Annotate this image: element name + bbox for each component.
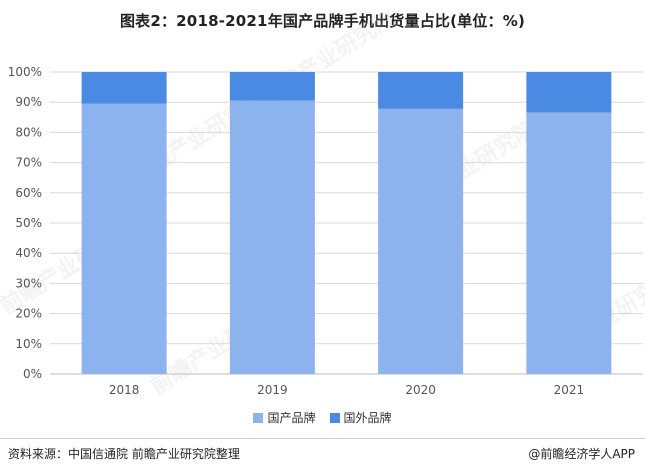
bar-segment-domestic bbox=[526, 112, 612, 374]
legend-label-domestic: 国产品牌 bbox=[267, 411, 316, 425]
source-note: 资料来源：中国信通院 前瞻产业研究院整理 bbox=[8, 447, 240, 461]
y-tick-label: 0% bbox=[23, 367, 42, 381]
legend: 国产品牌 国外品牌 bbox=[0, 409, 645, 426]
bar-segment-foreign bbox=[229, 72, 315, 101]
legend-swatch-foreign bbox=[329, 412, 340, 423]
bar-chart: 0% 10% 20% 30% 40% 50% 60% 70% 80% 90% 100% 2018 201… bbox=[8, 65, 643, 397]
x-tick-label: 2020 bbox=[405, 383, 436, 397]
y-tick-label: 40% bbox=[15, 246, 42, 260]
brand-note: @前瞻经济学人APP bbox=[528, 447, 635, 461]
bar-segment-foreign bbox=[526, 72, 612, 113]
y-tick-label: 10% bbox=[15, 337, 42, 351]
footer-divider bbox=[0, 438, 645, 439]
x-tick-label: 2018 bbox=[109, 383, 140, 397]
y-tick-label: 80% bbox=[15, 125, 42, 139]
x-tick-label: 2021 bbox=[554, 383, 585, 397]
bar-segment-foreign bbox=[378, 72, 464, 109]
y-tick-label: 90% bbox=[15, 95, 42, 109]
y-tick-label: 50% bbox=[15, 216, 42, 230]
y-tick-label: 30% bbox=[15, 276, 42, 290]
legend-item-domestic: 国产品牌 bbox=[253, 409, 316, 426]
bar-segment-domestic bbox=[378, 108, 464, 375]
legend-swatch-domestic bbox=[253, 412, 264, 423]
y-tick-label: 100% bbox=[8, 65, 42, 79]
legend-label-foreign: 国外品牌 bbox=[343, 411, 392, 425]
y-tick-label: 70% bbox=[15, 156, 42, 170]
y-tick-label: 60% bbox=[15, 186, 42, 200]
y-tick-label: 20% bbox=[15, 307, 42, 321]
bar-segment-foreign bbox=[81, 72, 167, 104]
legend-item-foreign: 国外品牌 bbox=[329, 409, 392, 426]
x-tick-label: 2019 bbox=[257, 383, 288, 397]
bar-segment-domestic bbox=[81, 103, 167, 375]
bar-segment-domestic bbox=[229, 100, 315, 374]
chart-title: 图表2：2018-2021年国产品牌手机出货量占比(单位：%) bbox=[119, 12, 526, 30]
